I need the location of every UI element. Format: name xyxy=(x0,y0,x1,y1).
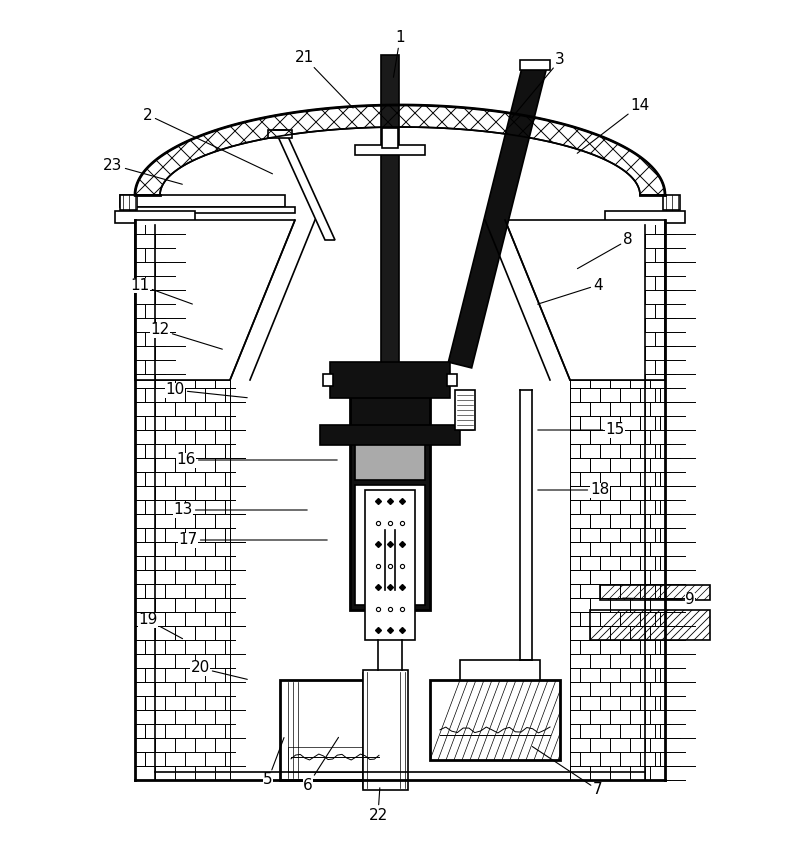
Text: 1: 1 xyxy=(394,31,405,78)
Text: 20: 20 xyxy=(190,660,247,679)
Text: 10: 10 xyxy=(166,383,247,398)
Text: 16: 16 xyxy=(176,452,338,468)
Bar xyxy=(447,374,457,386)
Bar xyxy=(120,195,285,207)
Text: 23: 23 xyxy=(103,158,182,184)
Bar xyxy=(382,128,398,148)
Text: 12: 12 xyxy=(150,323,222,349)
Text: 14: 14 xyxy=(578,97,650,153)
Text: 17: 17 xyxy=(178,532,327,548)
Bar xyxy=(381,55,399,450)
Bar xyxy=(645,225,665,780)
Bar xyxy=(380,450,400,530)
Bar xyxy=(355,145,425,155)
Text: 21: 21 xyxy=(295,50,353,108)
Bar xyxy=(288,747,382,772)
Bar xyxy=(120,195,137,210)
Text: 19: 19 xyxy=(138,613,182,639)
Bar xyxy=(280,680,390,780)
Bar xyxy=(605,211,685,223)
Bar xyxy=(663,195,680,210)
Text: 4: 4 xyxy=(538,278,603,304)
Bar xyxy=(355,485,425,605)
Text: 15: 15 xyxy=(538,423,625,437)
Bar xyxy=(135,380,230,780)
Bar xyxy=(455,390,475,430)
Bar xyxy=(362,670,407,790)
Bar xyxy=(130,207,295,213)
Polygon shape xyxy=(135,220,295,380)
Polygon shape xyxy=(275,130,335,240)
Bar xyxy=(115,211,195,223)
Text: 5: 5 xyxy=(263,738,284,787)
Bar xyxy=(268,130,292,138)
Bar xyxy=(600,585,710,600)
Bar xyxy=(570,380,665,640)
Polygon shape xyxy=(135,105,665,195)
Bar xyxy=(460,660,540,680)
Text: 8: 8 xyxy=(578,233,633,268)
Polygon shape xyxy=(448,62,546,368)
Bar xyxy=(135,380,230,640)
Text: 11: 11 xyxy=(130,278,192,304)
Bar xyxy=(350,370,430,610)
Bar xyxy=(320,425,460,445)
Bar xyxy=(590,610,710,640)
Text: 13: 13 xyxy=(174,503,307,517)
Text: 6: 6 xyxy=(303,737,338,792)
Text: 3: 3 xyxy=(512,53,565,118)
Text: 22: 22 xyxy=(368,788,388,822)
Text: 18: 18 xyxy=(538,482,610,498)
Text: 2: 2 xyxy=(143,107,273,174)
Bar xyxy=(323,374,333,386)
Bar xyxy=(570,380,665,780)
Text: 9: 9 xyxy=(622,592,695,607)
Bar xyxy=(135,225,155,780)
Bar xyxy=(365,490,415,640)
Bar xyxy=(430,680,560,760)
Polygon shape xyxy=(505,220,665,380)
Bar xyxy=(520,60,550,70)
Bar xyxy=(330,362,450,398)
Bar xyxy=(355,430,425,480)
Text: 7: 7 xyxy=(532,746,603,797)
